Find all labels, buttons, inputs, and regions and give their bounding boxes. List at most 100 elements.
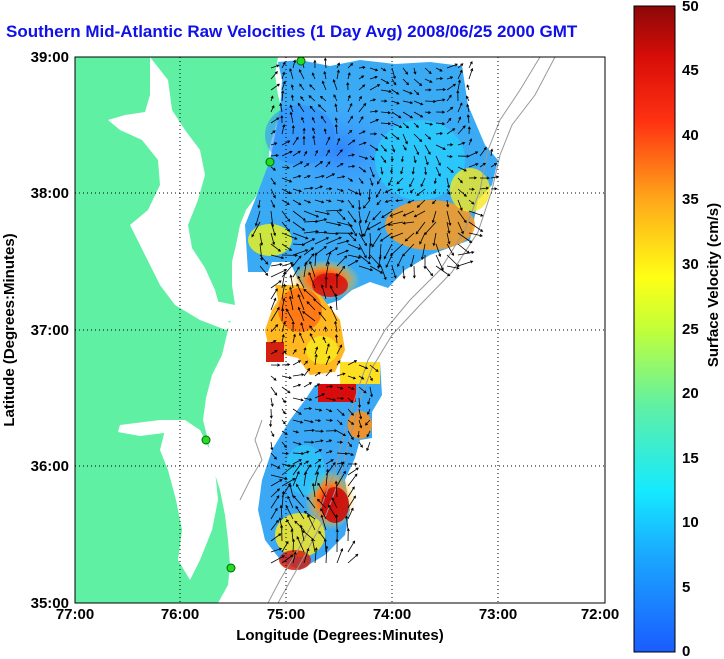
velocity-arrow [281, 375, 293, 380]
velocity-arrow [419, 232, 426, 245]
x-tick-label: 72:00 [581, 606, 619, 623]
velocity-arrow [292, 232, 309, 240]
velocity-arrow [292, 349, 297, 355]
velocity-arrow [397, 254, 404, 268]
velocity-arrow [319, 95, 327, 102]
velocity-arrow [281, 80, 286, 91]
velocity-arrow [424, 110, 432, 114]
velocity-arrow [299, 332, 305, 344]
velocity-arrow [490, 175, 500, 179]
velocity-arrow [270, 166, 276, 171]
velocity-arrow [347, 441, 353, 448]
velocity-arrow [325, 136, 331, 146]
velocity-arrow [367, 408, 371, 416]
velocity-arrow [347, 188, 359, 195]
velocity-arrow [347, 467, 359, 476]
velocity-arrow [325, 251, 332, 267]
velocity-arrow [347, 177, 354, 182]
velocity-arrow [270, 375, 277, 381]
velocity-arrow [270, 232, 276, 246]
y-tick-label: 37:00 [31, 322, 69, 339]
velocity-arrow [313, 298, 327, 311]
velocity-arrow [432, 232, 437, 247]
velocity-arrow [314, 161, 324, 168]
velocity-arrow [286, 518, 294, 531]
velocity-arrow [291, 538, 296, 553]
velocity-arrow [395, 199, 404, 203]
velocity-arrow [347, 199, 355, 209]
velocity-arrow [369, 144, 379, 151]
velocity-arrow [404, 232, 415, 242]
velocity-arrow [369, 265, 384, 274]
velocity-arrow [369, 155, 375, 161]
velocity-arrow [325, 418, 333, 422]
velocity-arrow [292, 221, 306, 231]
velocity-arrow [314, 408, 323, 412]
colorbar: 50 45 40 35 30 25 20 15 10 5 0 Surface V… [633, 0, 722, 659]
velocity-arrow [336, 188, 344, 192]
velocity-arrow [372, 210, 382, 221]
velocity-arrow [269, 419, 273, 428]
velocity-arrow [270, 188, 276, 199]
velocity-arrow [446, 188, 451, 196]
velocity-arrow [366, 441, 371, 452]
velocity-arrow [490, 163, 498, 168]
velocity-arrow [308, 271, 316, 289]
velocity-arrow [367, 397, 371, 405]
map-area [75, 57, 605, 603]
velocity-arrow [435, 98, 446, 102]
velocity-arrow [325, 450, 333, 454]
velocity-arrow [324, 326, 328, 333]
velocity-arrow [302, 135, 306, 145]
x-axis-label: Longitude (Degrees:Minutes) [236, 627, 444, 644]
velocity-arrow [446, 83, 457, 91]
velocity-arrow [435, 88, 447, 92]
velocity-arrow [320, 115, 327, 124]
velocity-arrow [325, 161, 331, 168]
velocity-arrow [409, 177, 415, 188]
velocity-arrow [280, 114, 284, 124]
velocity-arrow [388, 177, 393, 187]
velocity-arrow [281, 199, 290, 205]
velocity-arrow [457, 69, 463, 80]
velocity-arrow [347, 115, 353, 124]
colorbar-gradient [633, 5, 676, 653]
velocity-arrow [432, 199, 437, 205]
velocity-arrow [367, 188, 371, 201]
velocity-arrow [302, 127, 306, 135]
velocity-arrow [362, 199, 371, 209]
velocity-arrow [336, 452, 349, 456]
velocity-arrow [375, 188, 382, 198]
velocity-arrow [334, 293, 338, 311]
velocity-arrow [303, 150, 308, 157]
velocity-arrow [413, 111, 424, 118]
velocity-arrow [336, 408, 345, 416]
velocity-arrow [415, 221, 426, 235]
velocity-arrow [369, 132, 378, 136]
velocity-arrow [314, 149, 318, 157]
velocity-arrow [297, 294, 305, 311]
velocity-arrow [311, 116, 316, 124]
velocity-arrow [270, 254, 285, 260]
velocity-arrow [446, 117, 452, 124]
y-tick-labels: 39:00 38:00 37:00 36:00 35:00 [31, 49, 69, 612]
velocity-arrow [281, 263, 294, 278]
velocity-arrow [323, 538, 327, 553]
velocity-arrow [320, 514, 327, 531]
velocity-arrow [296, 536, 305, 553]
albemarle-sound [118, 420, 185, 436]
y-tick-label: 36:00 [31, 458, 69, 475]
pamlico-sound [160, 420, 218, 580]
velocity-arrow [312, 127, 316, 135]
velocity-arrow [490, 148, 494, 157]
station-marker [296, 57, 306, 66]
velocity-arrow [391, 265, 397, 279]
velocity-arrow [317, 104, 327, 113]
velocity-arrow [385, 254, 393, 268]
x-tick-labels: 77:00 76:00 75:00 74:00 73:00 72:00 [56, 606, 619, 623]
velocity-arrow [347, 408, 354, 416]
velocity-arrow [380, 111, 392, 115]
velocity-arrow [313, 59, 317, 69]
velocity-arrow [281, 221, 291, 232]
velocity-arrow [380, 144, 387, 152]
